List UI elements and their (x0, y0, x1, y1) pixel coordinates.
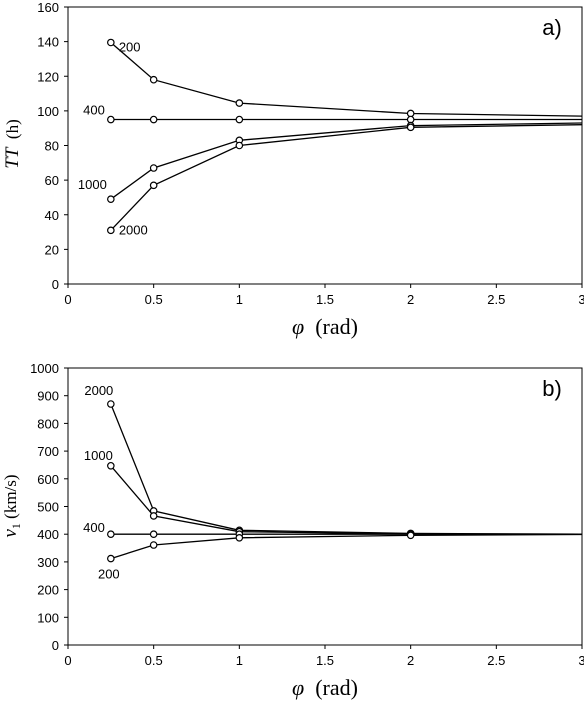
y-tick-label: 800 (37, 416, 59, 431)
x-tick-label: 0.5 (145, 292, 163, 307)
x-axis-unit: (rad) (304, 314, 358, 339)
data-point (149, 164, 158, 172)
y-axis-symbol: v (0, 529, 21, 538)
x-tick-label: 0 (64, 653, 71, 668)
chart-panel-b: 0 100 200 300 400 500 600 700 800 900 1000 0 0.5 1 1.5… (0, 361, 584, 700)
series-line-2000 (110, 124, 583, 231)
y-tick-label: 300 (37, 555, 59, 570)
y-axis-unit: (h) (3, 119, 22, 147)
data-point (149, 181, 158, 190)
x-tick-label: 2 (407, 653, 414, 668)
series-200: 200 (107, 38, 583, 118)
series-label-200: 200 (98, 567, 120, 582)
series-label-2000: 2000 (84, 383, 113, 398)
x-tick-label: 1.5 (316, 653, 334, 668)
y-tick-label: 120 (37, 69, 59, 84)
y-axis-subscript: 1 (9, 523, 23, 529)
data-point (149, 512, 158, 520)
x-tick-label: 1 (236, 653, 243, 668)
data-point (235, 534, 244, 542)
data-point (149, 115, 158, 124)
chart-panel-a: 0 20 40 60 80 100 120 140 160 0 0.5 1 1.5 2 2.5 3 a) φ (r… (2, 0, 584, 339)
x-tick-label: 2.5 (487, 292, 505, 307)
y-tick-label: 100 (37, 104, 59, 119)
series-line-200 (110, 42, 583, 117)
data-point (149, 530, 158, 539)
y-tick-label: 600 (37, 472, 59, 487)
x-tick-label: 1 (236, 292, 243, 307)
data-point (107, 530, 115, 539)
x-tick-label: 3 (578, 653, 584, 668)
data-point (107, 554, 115, 563)
series-1000: 1000 (84, 448, 583, 538)
y-tick-label: 140 (37, 35, 59, 50)
series-line-1000 (110, 465, 583, 535)
x-axis-label: φ (rad) (292, 314, 358, 339)
y-axis-unit: (km/s) (1, 474, 20, 523)
data-point (107, 461, 115, 470)
series-label-1000: 1000 (78, 177, 107, 192)
series-2000: 2000 (84, 383, 583, 538)
y-tick-label: 100 (37, 610, 59, 625)
data-point (107, 400, 115, 408)
series-200: 200 (98, 531, 583, 582)
x-axis-symbol: φ (292, 314, 304, 339)
series-1000: 1000 (78, 121, 583, 203)
series-label-1000: 1000 (84, 448, 113, 463)
data-point (235, 115, 244, 124)
y-tick-label: 160 (37, 0, 59, 15)
data-point (107, 115, 115, 124)
x-tick-label: 0 (64, 292, 71, 307)
y-tick-label: 200 (37, 583, 59, 598)
series-line-200 (110, 533, 583, 560)
data-point (406, 115, 415, 124)
y-tick-label: 80 (45, 139, 59, 154)
data-point (107, 38, 115, 47)
y-tick-label: 60 (45, 173, 59, 188)
y-tick-label: 0 (52, 638, 59, 653)
data-point (149, 541, 158, 549)
series-label-400: 400 (83, 103, 105, 118)
x-tick-label: 3 (578, 292, 584, 307)
series-line-2000 (110, 403, 583, 535)
panel-label: b) (542, 376, 562, 401)
series-label-200: 200 (119, 39, 141, 54)
data-point (406, 531, 415, 540)
x-tick-label: 1.5 (316, 292, 334, 307)
y-tick-label: 20 (45, 242, 59, 257)
y-tick-label: 40 (45, 208, 59, 223)
series-label-2000: 2000 (119, 222, 148, 237)
data-point (107, 195, 115, 203)
x-tick-label: 0.5 (145, 653, 163, 668)
plot-frame (67, 6, 583, 285)
y-tick-label: 0 (52, 277, 59, 292)
panel-label: a) (542, 15, 562, 40)
series-2000: 2000 (107, 123, 583, 237)
y-axis-symbol: TT (2, 146, 23, 169)
data-point (235, 99, 244, 107)
x-tick-label: 2 (407, 292, 414, 307)
series-label-400: 400 (83, 520, 105, 535)
y-tick-label: 400 (37, 527, 59, 542)
y-tick-label: 1000 (30, 361, 59, 376)
y-tick-label: 500 (37, 500, 59, 515)
data-point (107, 226, 115, 235)
x-tick-label: 2.5 (487, 653, 505, 668)
data-point (149, 75, 158, 84)
y-tick-label: 900 (37, 389, 59, 404)
data-point (406, 123, 415, 132)
y-tick-label: 700 (37, 444, 59, 459)
y-axis-label: TT (h) (2, 119, 23, 168)
x-axis-unit: (rad) (304, 675, 358, 700)
data-point (235, 141, 244, 150)
series-400: 400 (83, 103, 582, 124)
x-axis-label: φ (rad) (292, 675, 358, 700)
x-axis-symbol: φ (292, 675, 304, 700)
y-axis-label: v1 (km/s) (0, 474, 23, 537)
data-point (406, 109, 415, 118)
